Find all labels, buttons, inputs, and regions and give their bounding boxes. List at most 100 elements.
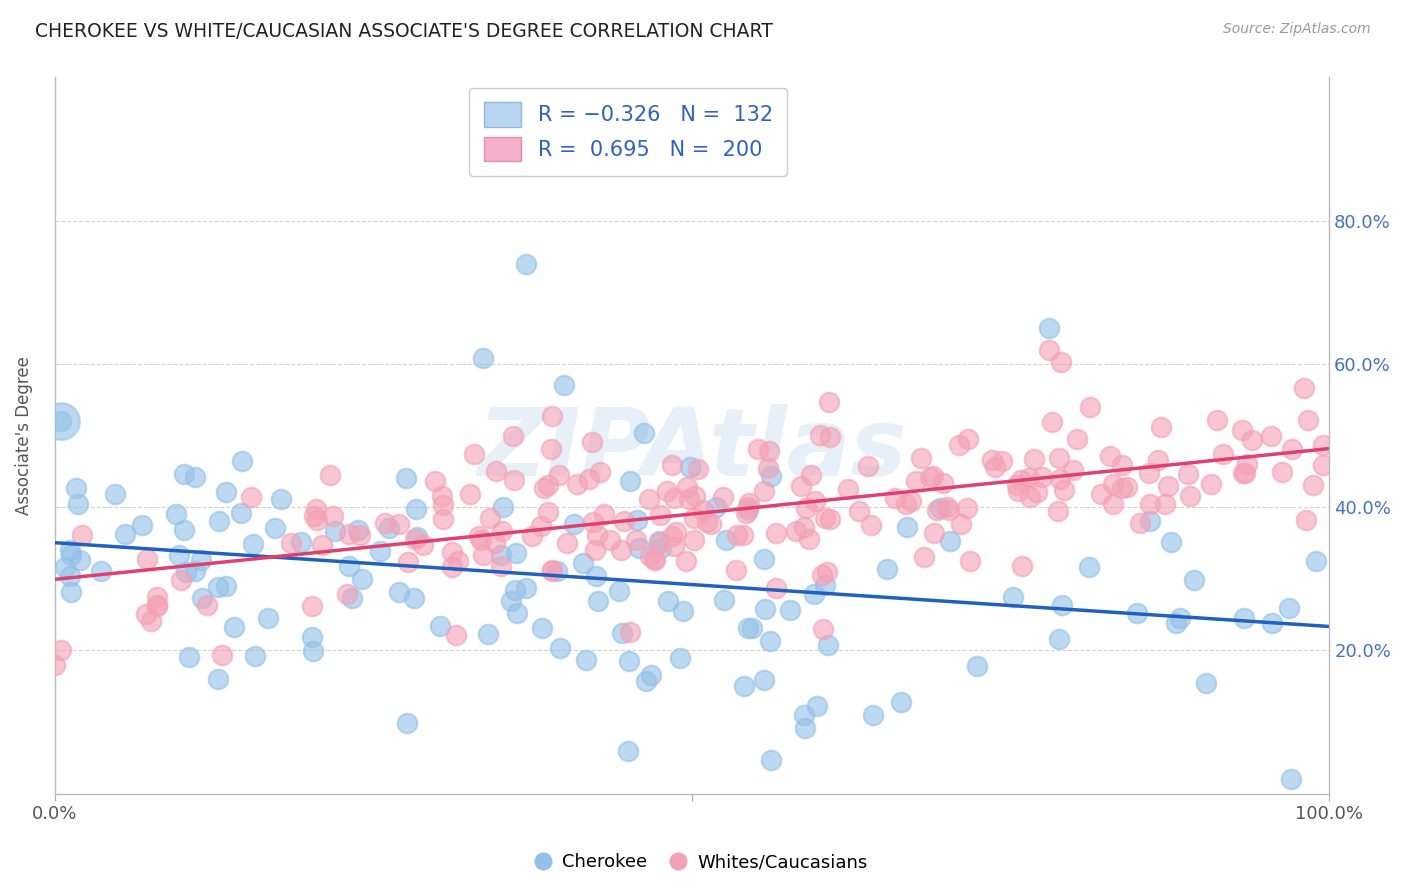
- Point: [716, 533, 738, 548]
- Point: [215, 579, 238, 593]
- Point: [489, 559, 512, 574]
- Point: [239, 490, 262, 504]
- Point: [432, 489, 454, 503]
- Point: [619, 474, 641, 488]
- Point: [661, 458, 683, 473]
- Point: [446, 628, 468, 642]
- Point: [627, 541, 650, 555]
- Point: [759, 468, 782, 483]
- Point: [817, 395, 839, 409]
- Point: [664, 491, 686, 505]
- Point: [59, 568, 82, 582]
- Point: [1241, 434, 1264, 448]
- Point: [1098, 449, 1121, 463]
- Point: [506, 606, 529, 620]
- Point: [818, 512, 841, 526]
- Point: [725, 528, 748, 542]
- Point: [617, 654, 640, 668]
- Point: [734, 679, 756, 693]
- Point: [505, 546, 527, 560]
- Point: [657, 593, 679, 607]
- Point: [458, 487, 481, 501]
- Point: [470, 533, 492, 547]
- Point: [440, 545, 463, 559]
- Point: [813, 622, 835, 636]
- Point: [817, 566, 839, 580]
- Point: [104, 487, 127, 501]
- Point: [1010, 473, 1032, 487]
- Point: [472, 548, 495, 562]
- Point: [176, 565, 198, 579]
- Point: [1126, 606, 1149, 620]
- Point: [191, 591, 214, 605]
- Point: [662, 539, 685, 553]
- Point: [581, 515, 603, 529]
- Point: [790, 479, 813, 493]
- Point: [1018, 471, 1040, 485]
- Point: [890, 696, 912, 710]
- Point: [245, 648, 267, 663]
- Point: [472, 351, 495, 365]
- Point: [485, 464, 508, 478]
- Point: [1137, 467, 1160, 481]
- Point: [779, 603, 801, 617]
- Point: [146, 599, 169, 614]
- Point: [640, 668, 662, 682]
- Point: [803, 587, 825, 601]
- Point: [671, 604, 693, 618]
- Point: [184, 564, 207, 578]
- Point: [374, 516, 396, 530]
- Point: [581, 434, 603, 449]
- Point: [502, 428, 524, 442]
- Point: [759, 753, 782, 767]
- Point: [440, 560, 463, 574]
- Point: [626, 533, 648, 548]
- Point: [1047, 632, 1070, 646]
- Point: [1296, 413, 1319, 427]
- Point: [548, 641, 571, 656]
- Point: [432, 498, 454, 512]
- Point: [404, 532, 426, 546]
- Point: [848, 504, 870, 518]
- Point: [491, 524, 513, 539]
- Point: [894, 497, 917, 511]
- Point: [114, 526, 136, 541]
- Point: [794, 721, 817, 735]
- Point: [650, 541, 672, 555]
- Point: [1160, 535, 1182, 549]
- Point: [675, 554, 697, 568]
- Point: [405, 502, 427, 516]
- Point: [337, 558, 360, 573]
- Point: [184, 470, 207, 484]
- Point: [1129, 516, 1152, 530]
- Point: [1157, 479, 1180, 493]
- Point: [1078, 400, 1101, 414]
- Point: [575, 653, 598, 667]
- Point: [388, 585, 411, 599]
- Point: [700, 517, 723, 532]
- Point: [1233, 611, 1256, 625]
- Point: [477, 627, 499, 641]
- Point: [683, 511, 706, 525]
- Point: [754, 673, 776, 687]
- Point: [1168, 611, 1191, 625]
- Point: [190, 552, 212, 566]
- Point: [242, 537, 264, 551]
- Point: [610, 626, 633, 640]
- Point: [540, 564, 562, 578]
- Point: [173, 523, 195, 537]
- Point: [311, 538, 333, 552]
- Point: [1302, 478, 1324, 492]
- Point: [991, 453, 1014, 467]
- Point: [647, 536, 669, 550]
- Point: [1154, 497, 1177, 511]
- Point: [1177, 467, 1199, 481]
- Point: [936, 500, 959, 515]
- Point: [406, 530, 429, 544]
- Point: [610, 543, 633, 558]
- Point: [696, 515, 718, 529]
- Point: [468, 529, 491, 543]
- Point: [53, 560, 76, 574]
- Y-axis label: Associate's Degree: Associate's Degree: [15, 356, 32, 515]
- Point: [1047, 450, 1070, 465]
